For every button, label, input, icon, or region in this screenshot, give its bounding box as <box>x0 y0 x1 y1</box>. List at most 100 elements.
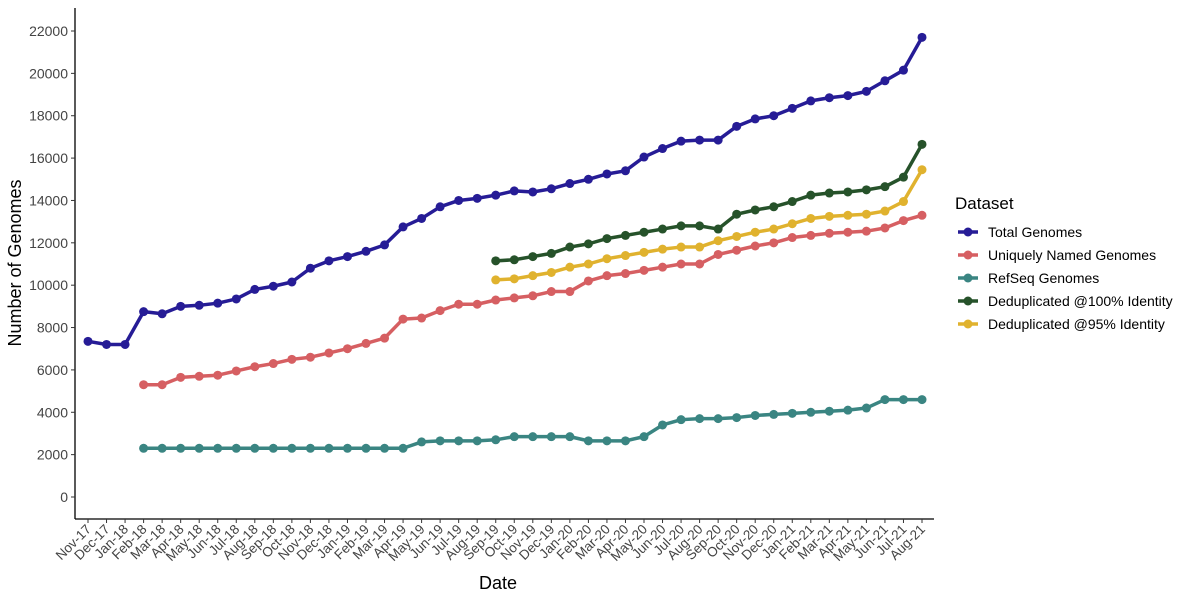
data-point <box>602 169 612 179</box>
data-point <box>491 256 501 266</box>
data-point <box>120 339 130 349</box>
data-point <box>843 91 853 101</box>
data-point <box>157 309 167 319</box>
data-point <box>713 249 723 259</box>
data-point <box>287 277 297 287</box>
series-deduplicated-95-identity <box>491 165 927 285</box>
data-point <box>157 443 167 453</box>
data-point <box>695 221 705 231</box>
data-point <box>213 298 223 308</box>
data-point <box>213 443 223 453</box>
y-tick-label: 18000 <box>29 108 68 124</box>
series-uniquely-named-genomes <box>139 210 927 390</box>
data-point <box>324 443 334 453</box>
data-point <box>898 395 908 405</box>
data-point <box>658 244 668 254</box>
data-point <box>342 252 352 262</box>
data-point <box>602 234 612 244</box>
data-point <box>528 252 538 262</box>
data-point <box>398 314 408 324</box>
data-point <box>157 380 167 390</box>
y-tick-label: 8000 <box>37 320 68 336</box>
data-point <box>491 435 501 445</box>
data-point <box>491 275 501 285</box>
data-point <box>769 202 779 212</box>
data-point <box>787 103 797 113</box>
data-point <box>565 179 575 189</box>
data-point <box>861 86 871 96</box>
data-point <box>658 262 668 272</box>
data-point <box>602 436 612 446</box>
data-point <box>732 231 742 241</box>
legend-label: Uniquely Named Genomes <box>988 247 1156 263</box>
data-point <box>176 443 186 453</box>
data-point <box>917 165 927 175</box>
data-point <box>268 281 278 291</box>
data-point <box>583 174 593 184</box>
data-point <box>546 248 556 258</box>
data-point <box>472 299 482 309</box>
data-point <box>843 187 853 197</box>
data-point <box>732 209 742 219</box>
data-point <box>491 295 501 305</box>
data-point <box>361 443 371 453</box>
data-point <box>898 216 908 226</box>
legend-key-point <box>963 227 973 237</box>
series-line <box>87 36 924 347</box>
data-point <box>824 93 834 103</box>
data-point <box>824 406 834 416</box>
data-point <box>898 172 908 182</box>
data-point <box>380 333 390 343</box>
data-point <box>861 226 871 236</box>
data-point <box>806 230 816 240</box>
x-axis-label: Date <box>479 573 517 593</box>
data-point <box>380 240 390 250</box>
data-point <box>398 222 408 232</box>
legend-label: Deduplicated @95% Identity <box>988 316 1165 332</box>
data-point <box>917 32 927 42</box>
data-point <box>305 443 315 453</box>
data-point <box>435 202 445 212</box>
data-point <box>880 223 890 233</box>
data-point <box>676 221 686 231</box>
data-point <box>769 224 779 234</box>
data-point <box>398 443 408 453</box>
data-point <box>139 443 149 453</box>
data-point <box>787 408 797 418</box>
data-point <box>639 265 649 275</box>
data-point <box>565 287 575 297</box>
data-point <box>417 213 427 223</box>
data-point <box>417 437 427 447</box>
data-point <box>843 405 853 415</box>
data-point <box>639 227 649 237</box>
data-point <box>324 256 334 266</box>
data-point <box>676 136 686 146</box>
data-point <box>880 76 890 86</box>
data-point <box>787 197 797 207</box>
data-point <box>194 371 204 381</box>
data-point <box>787 219 797 229</box>
data-point <box>565 262 575 272</box>
data-point <box>194 443 204 453</box>
data-point <box>435 306 445 316</box>
y-axis-label: Number of Genomes <box>5 179 25 346</box>
data-point <box>898 197 908 207</box>
y-tick-label: 12000 <box>29 235 68 251</box>
data-point <box>620 166 630 176</box>
data-point <box>695 135 705 145</box>
data-point <box>324 348 334 358</box>
data-point <box>750 410 760 420</box>
data-point <box>769 111 779 121</box>
data-point <box>843 227 853 237</box>
data-point <box>769 409 779 419</box>
data-point <box>620 269 630 279</box>
data-point <box>250 362 260 372</box>
data-point <box>231 443 241 453</box>
data-point <box>509 432 519 442</box>
data-point <box>231 294 241 304</box>
data-point <box>454 436 464 446</box>
data-point <box>268 443 278 453</box>
data-point <box>861 403 871 413</box>
data-point <box>676 259 686 269</box>
data-point <box>287 443 297 453</box>
